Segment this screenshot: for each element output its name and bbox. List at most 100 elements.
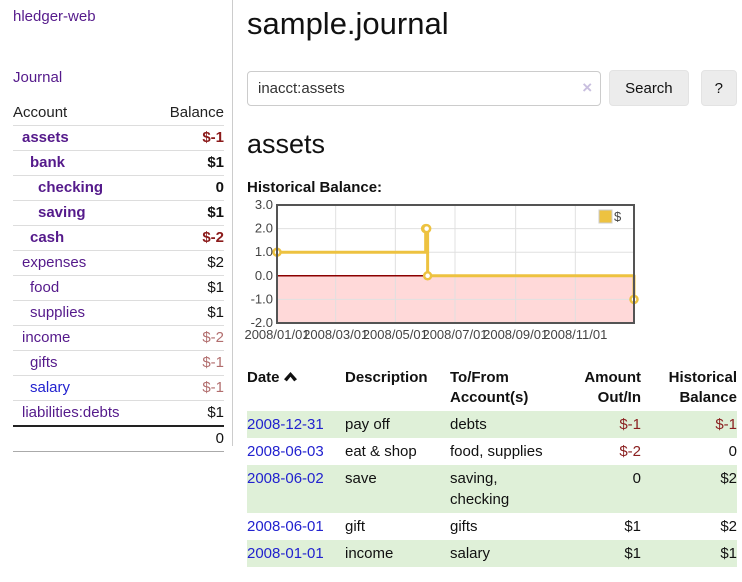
sidebar-account-row: food $1 [13, 275, 224, 300]
y-axis-tick-label: 3.0 [255, 197, 273, 212]
y-axis-tick-label: -1.0 [251, 291, 273, 306]
account-heading: assets [247, 129, 326, 159]
accounts-table: Account Balance assets $-1 bank $1 checking 0… [13, 102, 224, 452]
transaction-balance: $2 [720, 518, 737, 535]
transaction-accounts: debts [450, 416, 487, 433]
search-button[interactable]: Search [609, 70, 689, 106]
transaction-date-link[interactable]: 2008-12-31 [247, 416, 324, 433]
legend-swatch [598, 209, 613, 224]
sidebar-account-row: gifts $-1 [13, 350, 224, 375]
register-col-accounts: To/From Account(s) [450, 369, 529, 406]
legend-label: $ [614, 209, 622, 224]
account-balance: $1 [207, 204, 224, 221]
y-axis-tick-label: 2.0 [255, 221, 273, 236]
sidebar-item-journal[interactable]: Journal [13, 69, 63, 86]
account-link-cash[interactable]: cash [30, 229, 65, 246]
account-balance: $-1 [202, 354, 224, 371]
app-brand-link[interactable]: hledger-web [13, 8, 96, 25]
account-link-saving[interactable]: saving [38, 204, 86, 221]
accounts-table-header: Account Balance [13, 102, 224, 125]
register-row: 2008-06-02 save saving, checking 0 $2 [247, 465, 737, 513]
x-axis-tick-label: 2008/11/01 [543, 327, 607, 342]
transaction-date-link[interactable]: 2008-06-03 [247, 443, 324, 460]
accounts-total-value: 0 [215, 430, 224, 447]
account-balance: $-2 [202, 229, 224, 246]
account-link-income[interactable]: income [22, 329, 71, 346]
account-balance: $1 [207, 279, 224, 296]
transaction-date-link[interactable]: 2008-01-01 [247, 545, 324, 562]
account-link-expenses[interactable]: expenses [22, 254, 87, 271]
sidebar-account-row: assets $-1 [13, 125, 224, 150]
register-col-amount: Amount Out/In [584, 369, 641, 406]
account-link-bank[interactable]: bank [30, 154, 66, 171]
account-balance: $2 [207, 254, 224, 271]
accounts-total-row: 0 [13, 425, 224, 452]
x-axis-tick-label: 2008/07/01 [422, 327, 487, 342]
transaction-description: save [345, 470, 377, 487]
register-row: 2008-06-03 eat & shop food, supplies $-2 0 [247, 438, 737, 465]
register-row: 2008-06-01 gift gifts $1 $2 [247, 513, 737, 540]
search-input-wrap: × [247, 70, 602, 106]
register-col-date[interactable]: Date [247, 365, 345, 411]
account-balance: $1 [207, 304, 224, 321]
transaction-accounts: salary [450, 545, 491, 562]
chart-svg: $3.0 2.0 1.0 0.0 -1.0 -2.02008/01/012008/03/0… [244, 197, 639, 342]
sidebar-account-row: salary $-1 [13, 375, 224, 400]
register-row: 2008-12-31 pay off debts $-1 $-1 [247, 411, 737, 438]
transaction-balance: $2 [720, 470, 737, 487]
chart-point[interactable] [421, 223, 432, 234]
transaction-date-link[interactable]: 2008-06-01 [247, 518, 324, 535]
clear-search-icon[interactable]: × [582, 77, 593, 97]
accounts-col-account: Account [13, 104, 68, 121]
account-link-assets[interactable]: assets [22, 129, 69, 146]
transaction-description: income [345, 545, 394, 562]
date: 2008-12-31 [247, 411, 345, 438]
x-axis-tick-label: 2008/05/01 [363, 327, 428, 342]
x-axis-tick-label: 2008/03/01 [303, 327, 368, 342]
accounts-col-balance: Balance [169, 104, 224, 121]
account-balance: $1 [207, 154, 224, 171]
transaction-date-link[interactable]: 2008-06-02 [247, 470, 324, 487]
transaction-amount: $1 [624, 545, 641, 562]
date: 2008-01-01 [247, 540, 345, 567]
y-axis-tick-label: -2.0 [251, 315, 273, 330]
transaction-amount: $-1 [619, 416, 641, 433]
account-link-food[interactable]: food [30, 279, 60, 296]
transaction-amount: $-2 [619, 443, 641, 460]
transaction-balance: $1 [720, 545, 737, 562]
transaction-balance: 0 [728, 443, 737, 460]
sidebar-account-row: liabilities:debts $1 [13, 400, 224, 425]
sidebar-account-row: supplies $1 [13, 300, 224, 325]
account-balance: $1 [207, 404, 224, 421]
y-axis-tick-label: 0.0 [255, 268, 273, 283]
account-link-checking[interactable]: checking [38, 179, 104, 196]
account-link-supplies[interactable]: supplies [30, 304, 86, 321]
sidebar-account-row: saving $1 [13, 200, 224, 225]
register-table: Date Description To/From Account(s) Amou… [247, 365, 737, 567]
date: 2008-06-01 [247, 513, 345, 540]
chart-point[interactable] [422, 271, 433, 281]
account-balance: $-1 [202, 129, 224, 146]
main-content: sample.journal × Search ? assets Histori… [244, 0, 737, 567]
account-link-salary[interactable]: salary [30, 379, 71, 396]
page-title: sample.journal [247, 6, 449, 41]
search-input[interactable] [247, 70, 602, 106]
historical-balance-chart: $3.0 2.0 1.0 0.0 -1.0 -2.0 2008/01/01 2008/03/0… [244, 197, 737, 345]
sidebar-account-row: expenses $2 [13, 250, 224, 275]
account-balance: $-2 [202, 329, 224, 346]
account-link-liabilities-debts[interactable]: liabilities:debts [22, 404, 120, 421]
register-col-balance: Historical Balance [668, 369, 737, 406]
sidebar: hledger-web Journal Account Balance asse… [0, 0, 233, 452]
chart-title: Historical Balance: [247, 179, 383, 196]
transaction-description: gift [345, 518, 366, 535]
sidebar-account-row: income $-2 [13, 325, 224, 350]
register-col-description: Description [345, 369, 428, 386]
account-link-gifts[interactable]: gifts [30, 354, 58, 371]
sidebar-account-row: checking 0 [13, 175, 224, 200]
date: 2008-06-03 [247, 438, 345, 465]
sidebar-account-row: cash $-2 [13, 225, 224, 250]
help-button[interactable]: ? [700, 70, 737, 106]
x-axis-tick-label: 2008/09/01 [483, 327, 548, 342]
x-axis-tick-label: 2008/01/01 [244, 327, 309, 342]
transaction-amount: 0 [632, 470, 641, 487]
